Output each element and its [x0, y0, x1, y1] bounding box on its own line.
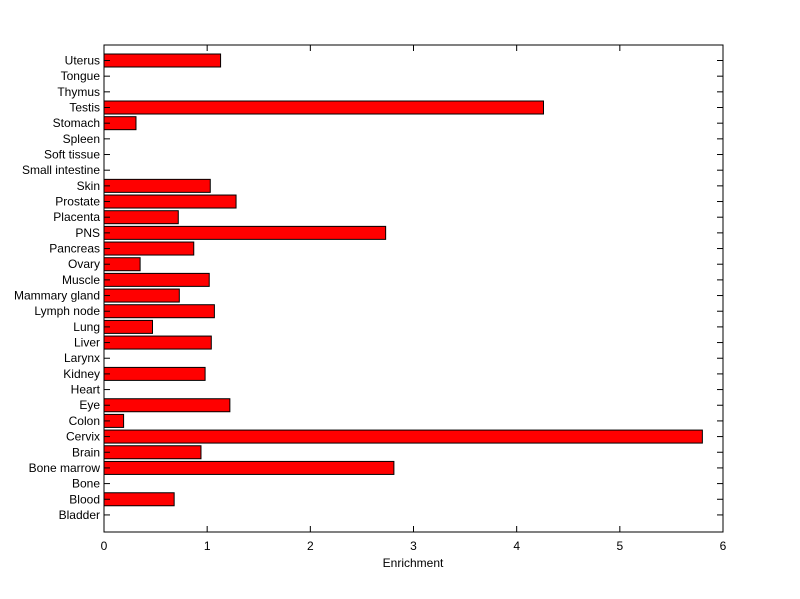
bar: [103, 53, 222, 68]
y-tick-label: Soft tissue: [44, 148, 100, 162]
y-tick-label: Prostate: [55, 195, 100, 209]
x-tick-label: 3: [410, 539, 417, 553]
bar: [103, 429, 703, 444]
bar: [103, 100, 544, 115]
x-tick-label: 1: [204, 539, 211, 553]
y-tick-label: Heart: [71, 383, 101, 397]
y-tick-label: Bone: [72, 477, 100, 491]
y-tick-label: Ovary: [68, 257, 100, 271]
bar: [103, 178, 211, 193]
y-tick-label: Larynx: [64, 351, 100, 365]
y-tick-label: Testis: [69, 101, 100, 115]
y-tick-label: Bone marrow: [29, 461, 101, 475]
y-tick-label: Tongue: [61, 69, 101, 83]
y-tick-label: PNS: [75, 226, 100, 240]
x-tick-label: 4: [513, 539, 520, 553]
y-tick-label: Brain: [72, 445, 100, 459]
y-tick-label: Muscle: [62, 273, 100, 287]
bar: [103, 194, 237, 209]
y-tick-label: Thymus: [57, 85, 100, 99]
y-tick-label: Spleen: [63, 132, 100, 146]
bar: [103, 272, 210, 287]
y-tick-label: Eye: [79, 398, 100, 412]
bar: [103, 492, 175, 507]
bar: [103, 288, 180, 303]
bar: [103, 225, 387, 240]
y-tick-label: Uterus: [65, 54, 100, 68]
y-tick-label: Mammary gland: [14, 289, 100, 303]
bar: [103, 445, 202, 460]
y-tick-label: Bladder: [59, 508, 100, 522]
y-tick-label: Blood: [69, 492, 100, 506]
bar: [103, 304, 215, 319]
y-tick-label: Lung: [73, 320, 100, 334]
bar: [103, 460, 395, 475]
y-tick-label: Cervix: [66, 430, 100, 444]
y-tick-label: Liver: [74, 336, 100, 350]
bar: [103, 398, 231, 413]
bar: [103, 366, 206, 381]
y-tick-label: Skin: [77, 179, 100, 193]
x-tick-label: 6: [720, 539, 727, 553]
x-axis-label: Enrichment: [383, 556, 444, 570]
bar: [103, 210, 179, 225]
y-tick-label: Stomach: [53, 116, 100, 130]
bars-layer: [103, 53, 703, 507]
y-tick-label: Small intestine: [22, 163, 100, 177]
bar: [103, 241, 195, 256]
x-axis: 0 1 2 3 4 5 6: [101, 45, 727, 553]
y-tick-label: Colon: [69, 414, 100, 428]
y-tick-label: Pancreas: [49, 242, 100, 256]
bar: [103, 335, 212, 350]
x-tick-label: 0: [101, 539, 108, 553]
y-tick-label: Kidney: [63, 367, 100, 381]
bar: [103, 319, 153, 334]
y-tick-label: Lymph node: [34, 304, 100, 318]
y-tick-label: Placenta: [53, 210, 100, 224]
x-tick-label: 5: [616, 539, 623, 553]
x-tick-label: 2: [307, 539, 314, 553]
